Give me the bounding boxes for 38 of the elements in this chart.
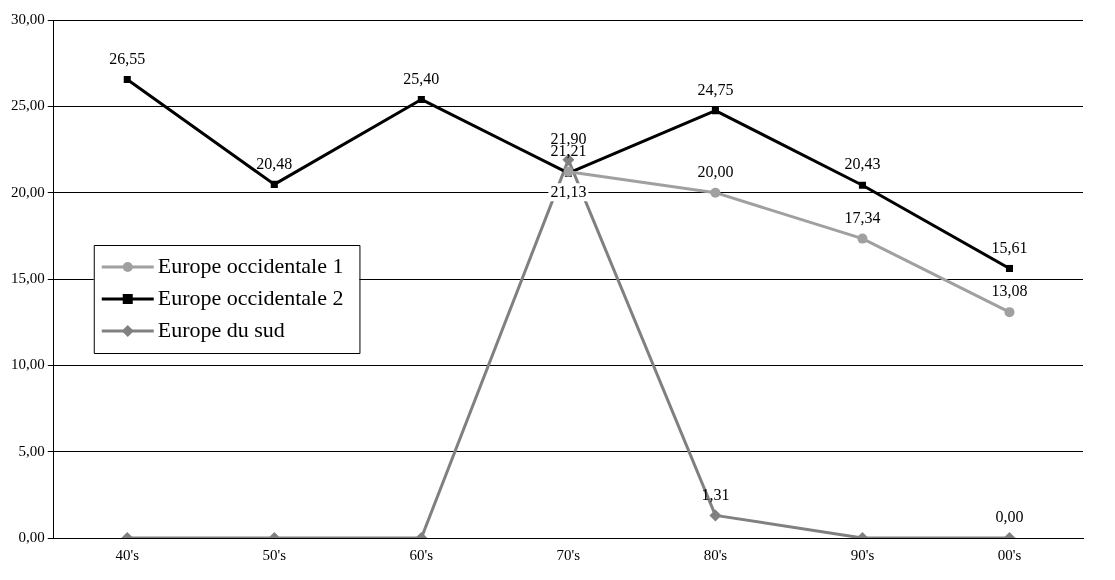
y-tick-label: 15,00 [11, 269, 45, 286]
data-label: 25,40 [403, 69, 440, 87]
point [858, 181, 866, 189]
point [857, 233, 868, 244]
data-label: 26,55 [109, 49, 146, 67]
y-tick-label: 0,00 [18, 528, 45, 545]
data-label: 15,61 [991, 238, 1028, 256]
point [1005, 264, 1014, 272]
point [1004, 307, 1015, 318]
data-label: 20,48 [256, 154, 293, 172]
x-tick-label: 80's [703, 546, 728, 563]
data-label: 24,75 [697, 80, 734, 98]
y-tick-label: 5,00 [18, 442, 45, 459]
data-label: 17,34 [844, 208, 881, 226]
data-label: 21,13 [550, 183, 587, 201]
x-tick-label: 70's [556, 546, 581, 563]
point [710, 187, 721, 198]
x-tick-label: 90's [850, 546, 875, 563]
legend-label: Europe occidentale 2 [157, 284, 344, 310]
point [270, 180, 278, 188]
legend-label: Europe occidentale 1 [157, 252, 344, 278]
y-tick-label: 25,00 [11, 97, 45, 114]
y-tick-label: 30,00 [11, 10, 45, 27]
point [711, 107, 719, 115]
x-tick-label: 00's [997, 546, 1022, 563]
x-tick-label: 50's [262, 546, 287, 563]
point [123, 76, 131, 84]
data-label: 13,08 [991, 282, 1028, 300]
x-tick-label: 40's [115, 546, 140, 563]
x-tick-label: 60's [409, 546, 434, 563]
data-label: 20,00 [697, 162, 734, 180]
data-label: 0,00 [995, 508, 1024, 526]
legend-label: Europe du sud [157, 316, 285, 342]
y-tick-label: 10,00 [11, 356, 45, 373]
data-label: 1,31 [701, 485, 730, 503]
data-label: 20,43 [844, 155, 881, 173]
point [417, 95, 425, 103]
y-tick-label: 20,00 [11, 183, 45, 200]
